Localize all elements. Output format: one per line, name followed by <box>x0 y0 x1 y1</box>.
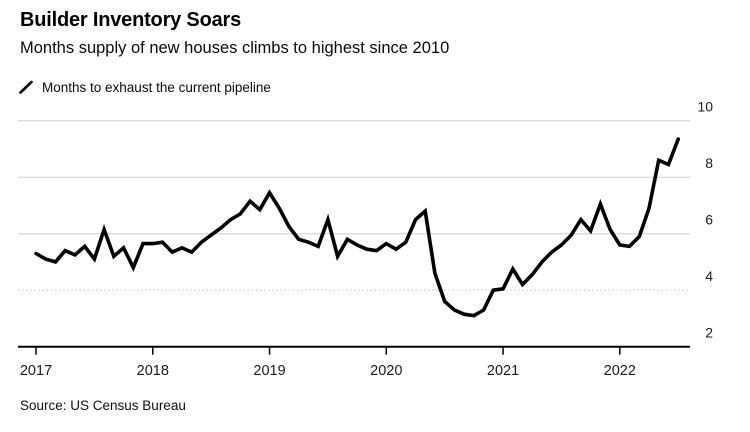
chart-subtitle: Months supply of new houses climbs to hi… <box>20 39 450 57</box>
x-axis-label: 2018 <box>137 363 169 379</box>
y-axis-label: 10 <box>697 99 713 115</box>
line-swatch-icon <box>19 80 33 94</box>
x-axis-label: 2019 <box>253 363 285 379</box>
x-axis-label: 2017 <box>20 363 52 379</box>
chart-title: Builder Inventory Soars <box>20 9 242 31</box>
x-axis-label: 2020 <box>370 363 402 379</box>
y-axis-label: 6 <box>705 212 713 228</box>
y-axis-label: 8 <box>705 155 713 171</box>
x-axis-label: 2022 <box>604 363 636 379</box>
y-axis-label: 2 <box>705 325 713 341</box>
source-note: Source: US Census Bureau <box>20 398 186 413</box>
data-line <box>34 137 681 318</box>
legend: Months to exhaust the current pipeline <box>19 80 271 95</box>
x-axis-label: 2021 <box>487 363 519 379</box>
legend-label: Months to exhaust the current pipeline <box>42 80 271 95</box>
y-axis-label: 4 <box>705 268 713 284</box>
